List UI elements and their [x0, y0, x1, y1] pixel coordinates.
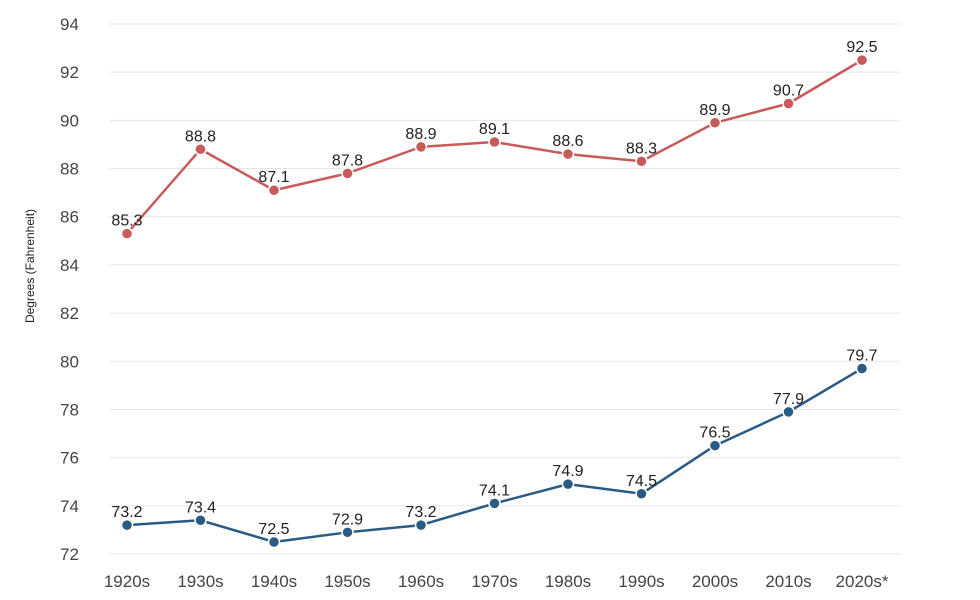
data-point — [414, 140, 428, 154]
data-point — [341, 526, 354, 539]
data-point — [561, 147, 575, 161]
y-tick-label: 92 — [60, 63, 79, 82]
data-point — [708, 439, 722, 452]
y-axis-label: Degrees (Fahrenheit) — [23, 209, 37, 323]
data-point — [635, 487, 648, 501]
x-tick-label: 1920s — [104, 572, 150, 591]
x-tick-label: 1950s — [324, 572, 370, 591]
x-tick-label: 1990s — [618, 572, 664, 591]
data-point — [194, 514, 207, 527]
data-point — [855, 53, 869, 67]
x-tick-label: 2010s — [765, 572, 811, 591]
data-label: 85.3 — [111, 213, 142, 230]
y-tick-label: 74 — [60, 497, 79, 516]
data-point — [267, 535, 281, 549]
series-line — [126, 367, 863, 544]
data-point — [635, 155, 648, 168]
data-label: 88.8 — [185, 128, 216, 145]
y-tick-label: 86 — [60, 208, 79, 227]
data-point — [782, 97, 795, 110]
data-label: 88.9 — [405, 126, 436, 143]
gridlines — [110, 23, 900, 555]
data-label: 88.3 — [626, 140, 657, 157]
y-tick-label: 82 — [60, 304, 79, 323]
x-tick-label: 1980s — [545, 572, 591, 591]
y-tick-label: 84 — [60, 256, 79, 275]
y-tick-label: 76 — [60, 449, 79, 468]
series-2: 73.2 73.4 72.5 72.9 73.2 74.1 74.9 74.5 76.5 77.9… — [111, 348, 878, 549]
series-1: 85.3 88.8 87.1 87.8 88.9 89.1 88.6 88.3 89.9 90.7… — [111, 39, 878, 240]
data-point — [708, 116, 722, 130]
data-label: 74.1 — [479, 482, 510, 499]
data-label: 74.9 — [552, 463, 583, 480]
data-label: 87.8 — [332, 152, 363, 169]
y-tick-label: 94 — [60, 15, 79, 34]
data-point — [855, 362, 869, 375]
y-axis-ticks: 72 74 76 78 80 82 84 86 88 90 92 94 — [60, 15, 79, 564]
data-point — [341, 167, 354, 180]
data-point — [120, 227, 134, 240]
data-label: 76.5 — [699, 425, 730, 442]
data-label: 79.7 — [846, 348, 877, 365]
y-tick-label: 72 — [60, 545, 79, 564]
data-point — [488, 135, 501, 149]
data-point — [488, 497, 501, 510]
data-point — [561, 477, 575, 491]
data-label: 77.9 — [773, 391, 804, 408]
data-label: 92.5 — [846, 39, 877, 56]
data-label: 89.1 — [479, 121, 510, 138]
x-tick-label: 1930s — [177, 572, 223, 591]
x-tick-label: 1960s — [398, 572, 444, 591]
y-tick-label: 88 — [60, 160, 79, 179]
data-label: 73.4 — [185, 499, 216, 516]
data-label: 89.9 — [699, 102, 730, 119]
data-label: 87.1 — [258, 169, 289, 186]
x-tick-label: 1940s — [251, 572, 297, 591]
data-point — [782, 405, 795, 419]
data-point — [414, 518, 428, 532]
data-label: 72.9 — [332, 511, 363, 528]
data-label: 73.2 — [405, 504, 436, 521]
data-point — [267, 183, 281, 197]
data-label: 73.2 — [111, 504, 142, 521]
x-axis-ticks: 1920s 1930s 1940s 1950s 1960s 1970s 1980s 1990s… — [104, 572, 889, 591]
data-point — [194, 143, 207, 156]
y-tick-label: 80 — [60, 352, 79, 371]
data-label: 72.5 — [258, 521, 289, 538]
x-tick-label: 1970s — [471, 572, 517, 591]
series-layer: 85.3 88.8 87.1 87.8 88.9 89.1 88.6 88.3 89.9 90.7… — [111, 39, 878, 549]
y-tick-label: 90 — [60, 111, 79, 130]
data-label: 88.6 — [552, 133, 583, 150]
x-tick-label: 2000s — [692, 572, 738, 591]
y-tick-label: 78 — [60, 400, 79, 419]
data-label: 74.5 — [626, 473, 657, 490]
data-point — [120, 518, 134, 532]
data-label: 90.7 — [773, 83, 804, 100]
x-tick-label: 2020s* — [836, 572, 889, 591]
